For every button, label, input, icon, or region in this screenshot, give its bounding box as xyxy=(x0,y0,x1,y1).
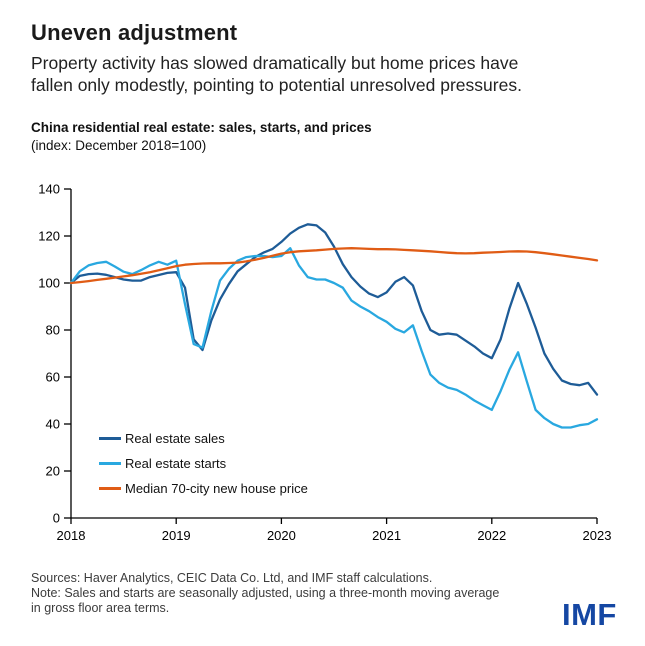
legend-item: Real estate starts xyxy=(99,451,308,476)
x-tick-label: 2019 xyxy=(162,528,191,543)
series-line-real-estate-sales xyxy=(69,223,599,396)
y-tick-label: 0 xyxy=(53,511,60,526)
footer: Sources: Haver Analytics, CEIC Data Co. … xyxy=(31,571,551,616)
y-tick-label: 60 xyxy=(46,370,60,385)
legend-item: Median 70-city new house price xyxy=(99,476,308,501)
x-tick-label: 2021 xyxy=(372,528,401,543)
legend-item: Real estate sales xyxy=(99,426,308,451)
x-tick-label: 2020 xyxy=(267,528,296,543)
page-subtitle: Property activity has slowed dramaticall… xyxy=(31,52,631,96)
legend-swatch-icon xyxy=(99,487,121,490)
legend-label: Real estate starts xyxy=(125,456,227,471)
note-text-line-2: in gross floor area terms. xyxy=(31,601,170,615)
y-tick-label: 140 xyxy=(38,182,60,197)
y-tick-label: 20 xyxy=(46,464,60,479)
page-title: Uneven adjustment xyxy=(31,20,238,45)
y-tick-label: 80 xyxy=(46,323,60,338)
legend-swatch-icon xyxy=(99,462,121,465)
chart-title: China residential real estate: sales, st… xyxy=(31,120,372,135)
y-tick-label: 100 xyxy=(38,276,60,291)
legend-label: Median 70-city new house price xyxy=(125,481,308,496)
x-tick-label: 2018 xyxy=(57,528,86,543)
x-tick-label: 2022 xyxy=(477,528,506,543)
series-line-real-estate-starts xyxy=(69,247,599,429)
legend-swatch-icon xyxy=(99,437,121,440)
note-text-line-1: Note: Sales and starts are seasonally ad… xyxy=(31,586,500,600)
imf-logo: IMF xyxy=(562,597,617,632)
y-tick-label: 40 xyxy=(46,417,60,432)
series-line-median-70-city-new-house-price xyxy=(69,247,599,285)
y-tick-label: 120 xyxy=(38,229,60,244)
chart-index-note: (index: December 2018=100) xyxy=(31,138,207,153)
chart-legend: Real estate sales Real estate starts Media… xyxy=(99,426,308,501)
legend-label: Real estate sales xyxy=(125,431,225,446)
page-subtitle-line-2: fallen only modestly, pointing to potent… xyxy=(31,75,522,95)
page-subtitle-line-1: Property activity has slowed dramaticall… xyxy=(31,53,519,73)
x-tick-label: 2023 xyxy=(583,528,612,543)
sources-text: Sources: Haver Analytics, CEIC Data Co. … xyxy=(31,571,433,585)
